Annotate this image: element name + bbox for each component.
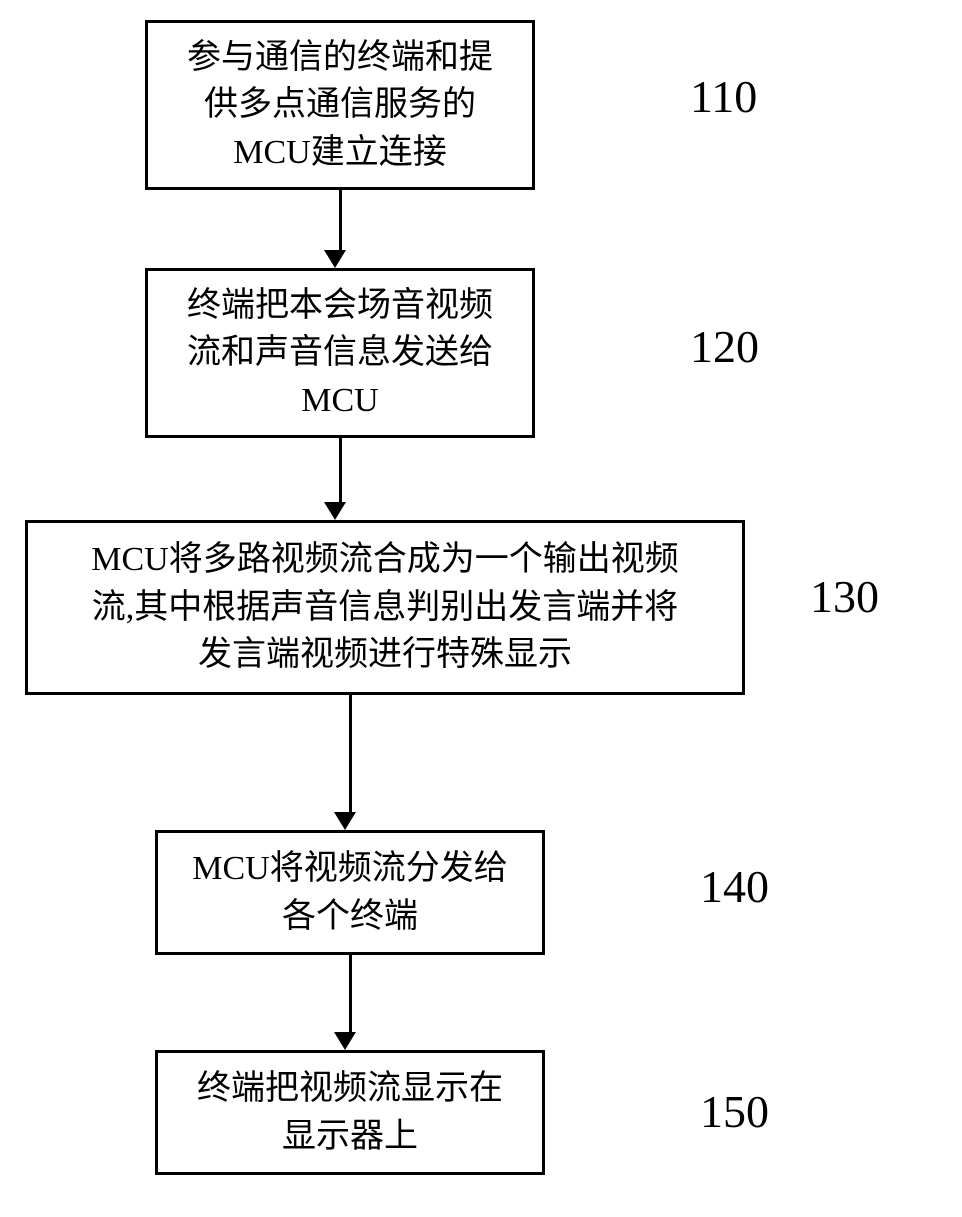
arrow-4 — [344, 955, 356, 1050]
arrow-2 — [334, 438, 346, 520]
node-label-2: 120 — [690, 320, 759, 373]
node-label-1: 110 — [690, 70, 757, 123]
flowchart-node-2: 终端把本会场音视频流和声音信息发送给MCU — [145, 268, 535, 438]
flowchart-node-5: 终端把视频流显示在显示器上 — [155, 1050, 545, 1175]
node-text: 参与通信的终端和提供多点通信服务的MCU建立连接 — [187, 34, 493, 177]
flowchart-node-1: 参与通信的终端和提供多点通信服务的MCU建立连接 — [145, 20, 535, 190]
node-text: 终端把本会场音视频流和声音信息发送给MCU — [187, 282, 493, 425]
node-label-5: 150 — [700, 1085, 769, 1138]
arrow-1 — [334, 190, 346, 268]
node-text: MCU将多路视频流合成为一个输出视频流,其中根据声音信息判别出发言端并将发言端视… — [91, 536, 678, 679]
node-text: MCU将视频流分发给各个终端 — [192, 845, 507, 940]
arrow-3 — [344, 695, 356, 830]
node-label-3: 130 — [810, 570, 879, 623]
flowchart-node-4: MCU将视频流分发给各个终端 — [155, 830, 545, 955]
flowchart-node-3: MCU将多路视频流合成为一个输出视频流,其中根据声音信息判别出发言端并将发言端视… — [25, 520, 745, 695]
node-label-4: 140 — [700, 860, 769, 913]
flowchart-container: 参与通信的终端和提供多点通信服务的MCU建立连接 110 终端把本会场音视频流和… — [0, 0, 962, 1217]
node-text: 终端把视频流显示在显示器上 — [197, 1065, 503, 1160]
